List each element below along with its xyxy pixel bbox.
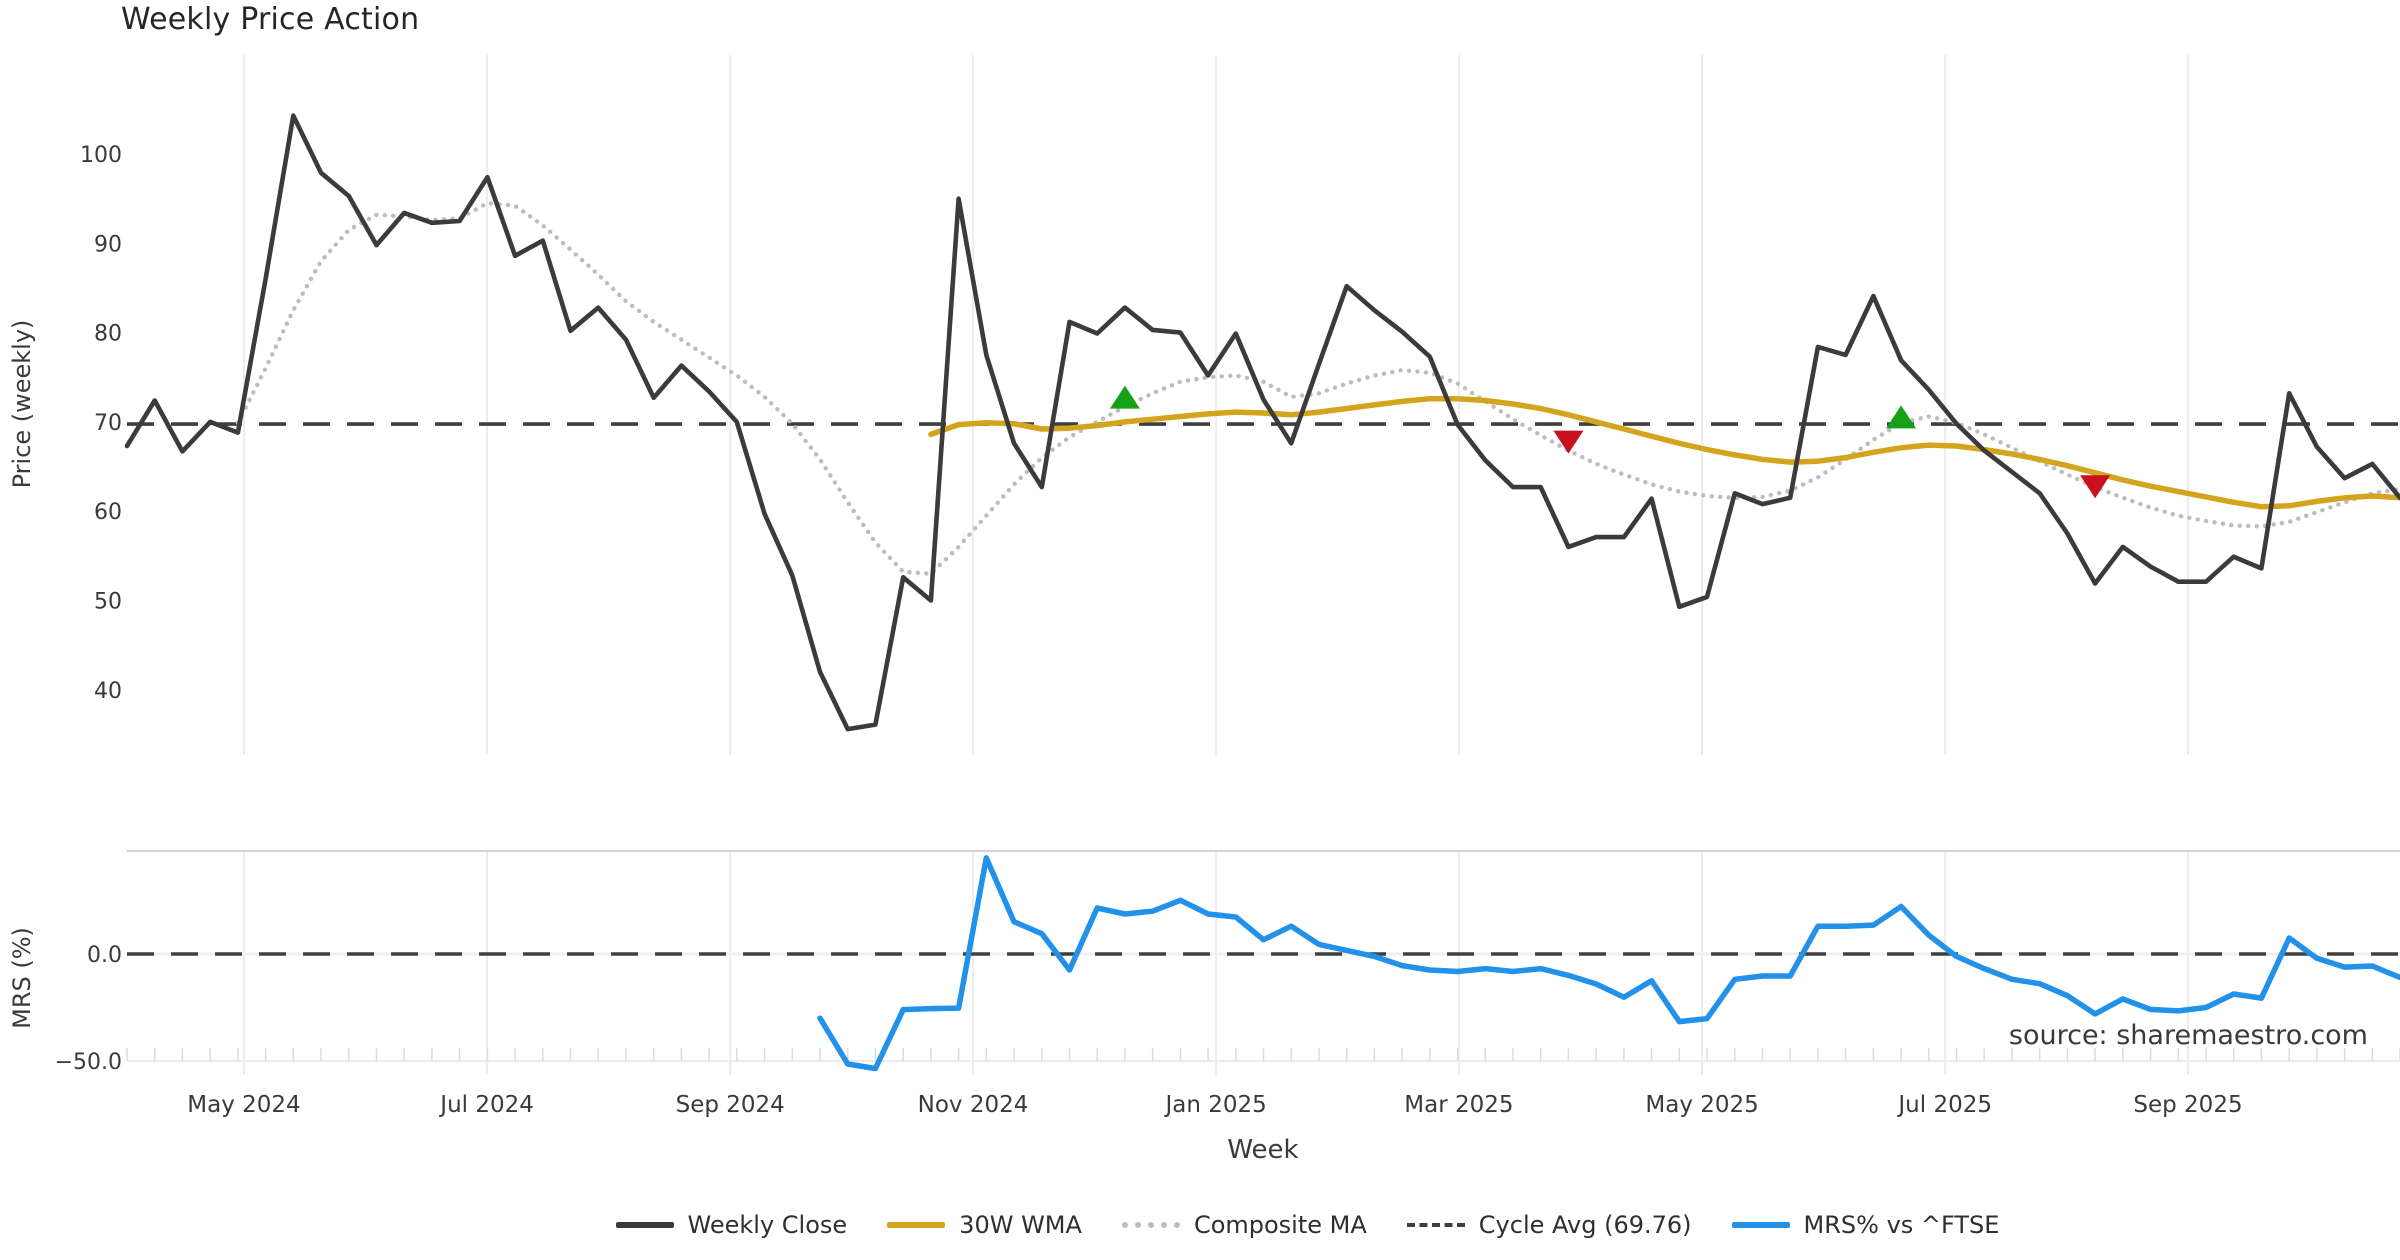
svg-text:90: 90 <box>94 232 122 257</box>
svg-text:40: 40 <box>94 679 122 704</box>
svg-text:80: 80 <box>94 322 122 347</box>
axis-tick-labels: 100 90 80 70 60 50 40 0.0 −50.0 May 2024 Jul 2024 S… <box>55 143 2243 1118</box>
svg-text:Jul 2024: Jul 2024 <box>438 1092 534 1118</box>
mrs-line <box>817 855 2400 1072</box>
legend-item-wma-30w: 30W WMA <box>887 1211 1082 1239</box>
legend-item-composite-ma: Composite MA <box>1121 1211 1367 1239</box>
legend-item-mrs-ftse: MRS% vs ^FTSE <box>1731 1211 2000 1239</box>
svg-text:−50.0: −50.0 <box>55 1050 122 1075</box>
composite-ma-line <box>235 200 2400 576</box>
wma-30w-swatch <box>887 1222 946 1228</box>
svg-text:50: 50 <box>94 590 122 615</box>
price-axis-label: Price (weekly) <box>8 320 36 489</box>
signal-markers <box>1109 385 2111 499</box>
legend-label-weekly-close: Weekly Close <box>687 1211 848 1239</box>
legend-item-cycle-avg: Cycle Avg (69.76) <box>1406 1211 1692 1239</box>
cycle-avg-swatch <box>1406 1223 1465 1227</box>
svg-text:May 2025: May 2025 <box>1645 1092 1758 1118</box>
weekly-close-swatch <box>615 1222 674 1228</box>
weekly-close-line <box>124 113 2400 732</box>
svg-text:Sep 2025: Sep 2025 <box>2133 1092 2242 1118</box>
legend-item-weekly-close: Weekly Close <box>615 1211 848 1239</box>
svg-text:Sep 2024: Sep 2024 <box>676 1092 785 1118</box>
svg-text:Mar 2025: Mar 2025 <box>1404 1092 1513 1118</box>
chart-title: Weekly Price Action <box>121 2 420 37</box>
source-watermark: source: sharemaestro.com <box>2009 1020 2368 1051</box>
sell-signal-marker <box>2080 475 2111 499</box>
svg-text:60: 60 <box>94 500 122 525</box>
legend-label-cycle-avg: Cycle Avg (69.76) <box>1478 1211 1692 1239</box>
wma-line <box>928 395 2400 510</box>
svg-text:Jul 2025: Jul 2025 <box>1896 1092 1992 1118</box>
svg-text:Nov 2024: Nov 2024 <box>918 1092 1029 1118</box>
legend: Weekly Close 30W WMA Composite MA Cycle Avg… <box>215 1211 2400 1239</box>
x-axis-label: Week <box>1227 1135 1298 1165</box>
buy-signal-marker <box>1886 405 1917 429</box>
mrs-axis-label: MRS (%) <box>8 927 36 1029</box>
cycle-avg-line <box>127 422 2400 956</box>
legend-label-wma-30w: 30W WMA <box>959 1211 1082 1239</box>
svg-text:100: 100 <box>80 143 122 168</box>
svg-text:May 2024: May 2024 <box>187 1092 300 1118</box>
composite-ma-swatch <box>1121 1222 1180 1228</box>
buy-signal-marker <box>1109 385 1140 409</box>
svg-text:0.0: 0.0 <box>87 943 122 968</box>
sell-signal-marker <box>1553 430 1584 454</box>
svg-text:Jan 2025: Jan 2025 <box>1163 1092 1266 1118</box>
legend-label-composite-ma: Composite MA <box>1193 1211 1367 1239</box>
legend-label-mrs-ftse: MRS% vs ^FTSE <box>1803 1211 2000 1239</box>
mrs-ftse-swatch <box>1731 1222 1790 1228</box>
svg-text:70: 70 <box>94 411 122 436</box>
